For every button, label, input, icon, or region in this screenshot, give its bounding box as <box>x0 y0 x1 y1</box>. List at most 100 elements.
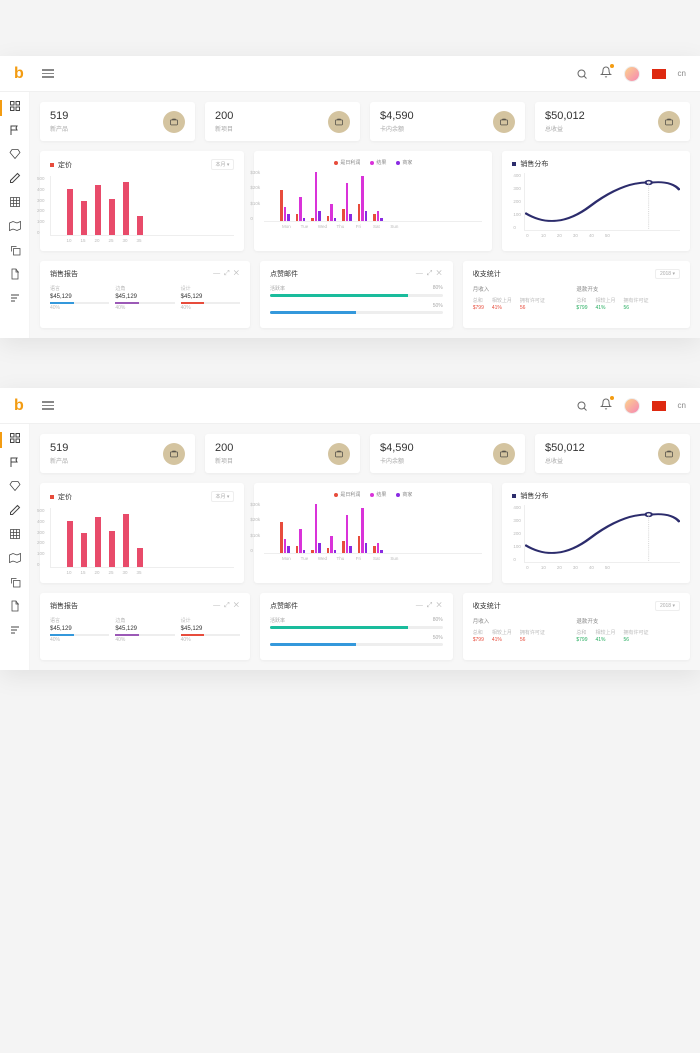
bar-group <box>358 508 368 553</box>
bar-group <box>373 211 383 221</box>
bell-icon[interactable] <box>600 397 612 415</box>
stat-card[interactable]: 519新产品 <box>40 102 195 141</box>
bell-icon[interactable] <box>600 65 612 83</box>
stat-label: 卡内余额 <box>380 124 414 133</box>
card-tools[interactable]: — ⤢ ✕ <box>213 602 240 610</box>
map-icon[interactable] <box>9 552 21 564</box>
totals-cell: 总和$799 <box>576 629 587 643</box>
logo[interactable]: b <box>14 65 24 83</box>
bar <box>67 189 73 235</box>
bar <box>95 185 101 235</box>
totals-cell: 拥有许可证56 <box>520 297 545 311</box>
bar-group <box>280 522 290 553</box>
diamond-icon[interactable] <box>9 480 21 492</box>
stat-label: 新产品 <box>50 456 68 465</box>
flag-nav-icon[interactable] <box>9 124 21 136</box>
dashboard: b cn <box>0 388 700 670</box>
bar-group <box>358 176 368 221</box>
pricing-bar-chart: 5004003002001000 <box>50 176 234 236</box>
menu-toggle-icon[interactable] <box>42 69 54 78</box>
stat-card[interactable]: $4,590卡内余额 <box>370 434 525 473</box>
list-icon[interactable] <box>9 624 21 636</box>
legend-item: 商家 <box>396 491 412 498</box>
stat-label: 新项目 <box>215 456 233 465</box>
avatar[interactable] <box>624 66 640 82</box>
progress-row: 活跃率80% <box>270 617 443 629</box>
legend-item: 商家 <box>396 159 412 166</box>
sales-report-card: 销售报告— ⤢ ✕ 语言$45,12940%边角$45,12940%设计$45,… <box>40 593 250 660</box>
logo[interactable]: b <box>14 397 24 415</box>
bar-group <box>296 197 306 221</box>
totals-selector[interactable]: 2018 ▾ <box>655 601 680 611</box>
totals-cell: 相较上月41% <box>492 297 512 311</box>
dashboard-icon[interactable] <box>9 100 21 112</box>
search-icon[interactable] <box>576 400 588 412</box>
bar <box>109 199 115 235</box>
lang-label[interactable]: cn <box>678 69 686 78</box>
card-tools[interactable]: — ⤢ ✕ <box>416 602 443 610</box>
visits-card: 点赞邮件— ⤢ ✕ 活跃率80%50% <box>260 593 453 660</box>
pencil-icon[interactable] <box>9 504 21 516</box>
sidebar <box>0 92 30 338</box>
list-icon[interactable] <box>9 292 21 304</box>
banner-title <box>0 0 700 56</box>
totals-title: 收支统计 <box>473 269 501 279</box>
totals-selector[interactable]: 2018 ▾ <box>655 269 680 279</box>
stat-value: 519 <box>50 442 68 454</box>
flag-nav-icon[interactable] <box>9 456 21 468</box>
stat-card[interactable]: $50,012 总收益 <box>535 102 690 141</box>
sales-report-title: 销售报告 <box>50 269 78 279</box>
bar-group <box>311 504 321 553</box>
header: b cn <box>0 56 700 92</box>
stat-label: 总收益 <box>545 124 585 133</box>
totals-cell: 相较上月41% <box>596 629 616 643</box>
bar <box>109 531 115 567</box>
report-item: 语言$45,12940% <box>50 285 109 311</box>
grouped-bar-chart: $30k$20k$10k0 <box>264 170 482 222</box>
sidebar <box>0 424 30 670</box>
copy-icon[interactable] <box>9 244 21 256</box>
presentation-icon <box>328 111 350 133</box>
copy-icon[interactable] <box>9 576 21 588</box>
briefcase-icon <box>163 443 185 465</box>
totals-head: 退款开支 <box>576 617 680 625</box>
pricing-selector[interactable]: 本月 ▾ <box>211 159 235 170</box>
stat-card[interactable]: 200新项目 <box>205 102 360 141</box>
totals-card: 收支统计2018 ▾ 月收入总和$799相较上月41%拥有许可证56 退款开支总… <box>463 593 690 660</box>
lang-label[interactable]: cn <box>678 401 686 410</box>
stat-value: 200 <box>215 110 233 122</box>
wave-chart: 4003002001000 <box>524 173 680 231</box>
flag-icon[interactable] <box>652 69 666 79</box>
search-icon[interactable] <box>576 68 588 80</box>
presentation-icon <box>328 443 350 465</box>
grid-icon[interactable] <box>9 528 21 540</box>
bar <box>81 533 87 567</box>
stat-row: 519 新产品 200新项目 $4,590卡内余额 $50,012总收益 <box>40 434 690 473</box>
file-icon[interactable] <box>9 268 21 280</box>
progress-row: 50% <box>270 635 443 646</box>
avatar[interactable] <box>624 398 640 414</box>
grouped-legend: 是日利润结果商家 <box>264 159 482 166</box>
totals-card: 收支统计2018 ▾ 月收入总和$799相较上月41%拥有许可证56 退款开支总… <box>463 261 690 328</box>
stat-card[interactable]: $4,590卡内余额 <box>370 102 525 141</box>
stat-row: 519新产品 200新项目 $4,590卡内余额 $50,012 总收益 <box>40 102 690 141</box>
stat-card[interactable]: 200新项目 <box>205 434 360 473</box>
stat-card[interactable]: $50,012总收益 <box>535 434 690 473</box>
totals-cell: 总和$799 <box>576 297 587 311</box>
file-icon[interactable] <box>9 600 21 612</box>
menu-toggle-icon[interactable] <box>42 401 54 410</box>
pencil-icon[interactable] <box>9 172 21 184</box>
grid-icon[interactable] <box>9 196 21 208</box>
content: 519新产品200新项目$4,590卡内余额$50,012总收益 定价 本月 ▾… <box>30 92 700 338</box>
map-icon[interactable] <box>9 220 21 232</box>
grouped-card: 是日利润结果商家 $30k$20k$10k0 MonTueWedThuFriSa… <box>254 151 492 251</box>
pricing-selector[interactable]: 本月 ▾ <box>211 491 235 502</box>
dashboard-icon[interactable] <box>9 432 21 444</box>
stat-value: $50,012 <box>545 110 585 122</box>
flag-icon[interactable] <box>652 401 666 411</box>
card-tools[interactable]: — ⤢ ✕ <box>213 270 240 278</box>
card-tools[interactable]: — ⤢ ✕ <box>416 270 443 278</box>
diamond-icon[interactable] <box>9 148 21 160</box>
legend-item: 是日利润 <box>334 491 360 498</box>
stat-card[interactable]: 519 新产品 <box>40 434 195 473</box>
